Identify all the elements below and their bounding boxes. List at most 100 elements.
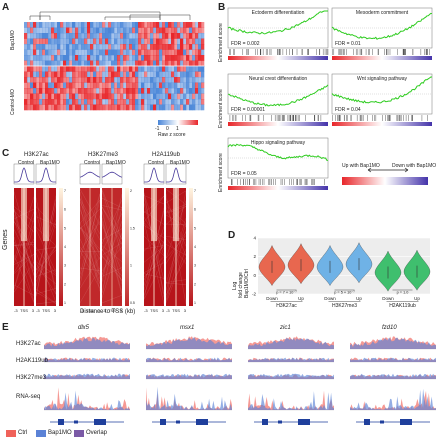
heatmap-cell (165, 55, 168, 61)
heatmap-cell (81, 33, 84, 39)
heatmap-cell (138, 94, 141, 100)
heatmap-cell (132, 39, 135, 45)
heatmap-cell (33, 77, 36, 83)
heatmap-cell (69, 28, 72, 34)
cond-control: Control (18, 160, 34, 166)
tick-left: -3 (166, 308, 170, 313)
heatmap-cell (30, 66, 33, 72)
heatmap-cell (54, 50, 57, 56)
group-label: H2AK119ub (389, 303, 416, 309)
heatmap-cell (111, 94, 114, 100)
heatmap-cell (81, 28, 84, 34)
track-signal (44, 338, 130, 349)
heatmap-cell (117, 39, 120, 45)
heatmap-cell (123, 55, 126, 61)
heatmap-cell (72, 33, 75, 39)
heatmap-cell (105, 28, 108, 34)
heatmap-cell (54, 61, 57, 67)
color-scale (59, 188, 63, 306)
heatmap-cell (72, 72, 75, 78)
heatmap-cell (93, 50, 96, 56)
heatmap-cell (114, 61, 117, 67)
heatmap-cell (66, 66, 69, 72)
heatmap-cell (60, 105, 63, 111)
track-signal (146, 338, 232, 350)
gsea-rankbar (228, 122, 328, 126)
heatmap-cell (69, 44, 72, 50)
track-signal (146, 387, 232, 410)
heatmap-cell (36, 55, 39, 61)
heatmap-cell (198, 22, 201, 28)
heatmap-cell (51, 44, 54, 50)
heatmap-cell (138, 55, 141, 61)
heatmap-cell (150, 55, 153, 61)
gsea-fdr: FDR = 0.01 (335, 41, 361, 47)
heatmap-cell (126, 105, 129, 111)
heatmap-cell (129, 44, 132, 50)
heatmap-cell (168, 105, 171, 111)
heatmap-cell (129, 105, 132, 111)
heatmap-cell (153, 99, 156, 105)
heatmap-cell (54, 72, 57, 78)
tick-left: -3 (36, 308, 40, 313)
legend-swatch-ctrl (6, 430, 16, 437)
heatmap-cell (159, 22, 162, 28)
heatmap-cell (99, 77, 102, 83)
heatmap-cell (120, 22, 123, 28)
heatmap-cell (156, 77, 159, 83)
heatmap-cell (90, 99, 93, 105)
heatmap-cell (150, 83, 153, 89)
heatmap-cell (177, 83, 180, 89)
heatmap-cell (198, 61, 201, 67)
heatmap-cell (156, 72, 159, 78)
heatmap-cell (126, 83, 129, 89)
cond-control: Control (148, 160, 164, 166)
heatmap-cell (81, 99, 84, 105)
heatmap-cell (84, 72, 87, 78)
gsea-title: Wnt signaling pathway (357, 76, 408, 82)
heatmap-cell (114, 22, 117, 28)
heatmap-cell (51, 50, 54, 56)
heatmap-cell (111, 55, 114, 61)
heatmap-cell (72, 50, 75, 56)
heatmap-cell (36, 88, 39, 94)
heatmap-cell (81, 61, 84, 67)
heatmap-cell (69, 50, 72, 56)
heatmap-cell (195, 28, 198, 34)
heatmap-cell (39, 50, 42, 56)
heatmap-cell (192, 50, 195, 56)
heatmap-cell (117, 72, 120, 78)
heatmap-cell (84, 50, 87, 56)
heatmap-cell (162, 55, 165, 61)
heatmap-cell (42, 94, 45, 100)
heatmap-cell (39, 77, 42, 83)
heatmap-cell (129, 61, 132, 67)
heatmap-cell (33, 66, 36, 72)
pvalue: p = 7 × 10⁻⁷ (276, 291, 297, 295)
gsea-fdr: FDR = 0.00001 (231, 107, 265, 113)
heatmap-cell (24, 94, 27, 100)
heatmap-cell (123, 22, 126, 28)
heatmap-cell (39, 61, 42, 67)
heatmap-cell (117, 88, 120, 94)
heatmap-cell (63, 39, 66, 45)
heatmap-cell (117, 28, 120, 34)
heatmap-cell (111, 33, 114, 39)
heatmap-cell (27, 94, 30, 100)
heatmap-cell (51, 33, 54, 39)
heatmap-cell (66, 55, 69, 61)
heatmap-cell (93, 105, 96, 111)
gene-exon (262, 419, 268, 425)
heatmap-cell (177, 72, 180, 78)
heatmap-cell (75, 72, 78, 78)
heatmap-cell (135, 66, 138, 72)
heatmap-cell (105, 22, 108, 28)
heatmap-cell (66, 50, 69, 56)
heatmap-cell (177, 39, 180, 45)
heatmap-cell (165, 50, 168, 56)
color-scale-tick: 6 (64, 208, 66, 212)
heatmap-cell (108, 28, 111, 34)
heatmap-cell (153, 61, 156, 67)
heatmap-cell (132, 22, 135, 28)
track-signal (350, 389, 436, 410)
